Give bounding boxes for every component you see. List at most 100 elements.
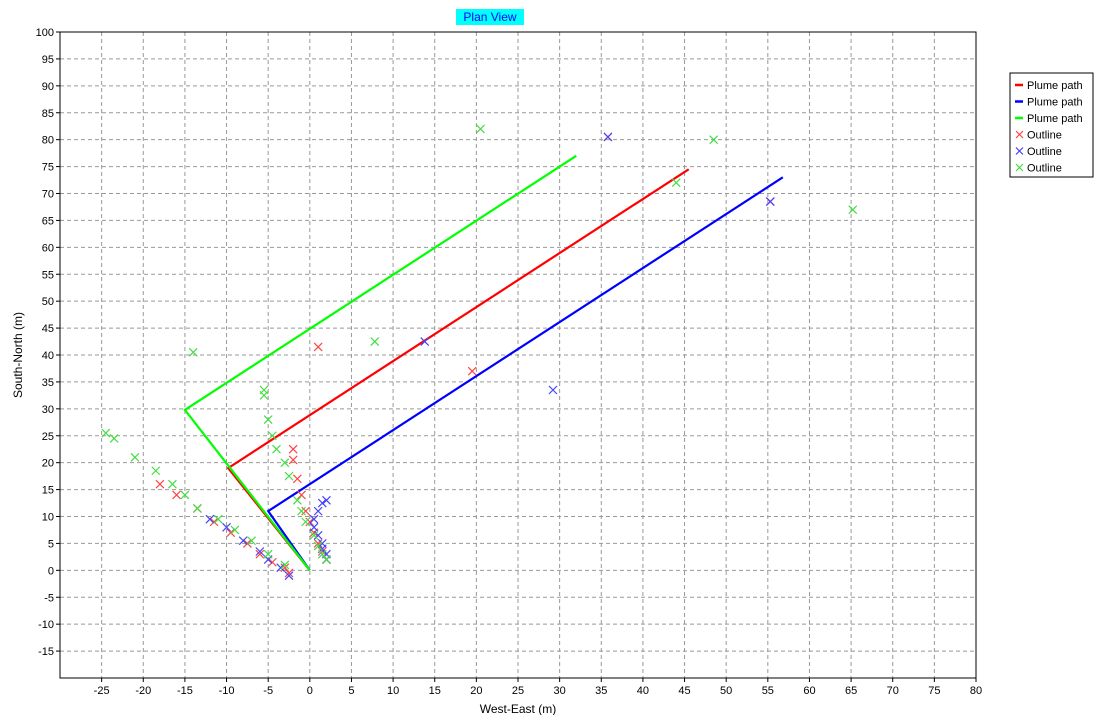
x-axis-label: West-East (m)	[480, 702, 556, 715]
y-tick-label: 5	[48, 538, 54, 550]
outline-marker	[671, 178, 681, 188]
outline-marker	[313, 530, 323, 540]
grid-lines	[60, 32, 976, 678]
y-tick-label: -5	[44, 592, 54, 604]
legend-marker-swatch	[1015, 163, 1024, 172]
x-tick-label: 35	[595, 685, 607, 697]
x-tick-label: 25	[512, 685, 524, 697]
x-tick-label: -25	[94, 685, 110, 697]
y-tick-label: 0	[48, 565, 54, 577]
legend-label: Outline	[1027, 130, 1062, 142]
outline-series-4	[155, 132, 775, 578]
y-tick-label: 65	[42, 215, 54, 227]
outline-marker	[222, 522, 231, 532]
x-tick-label: 15	[429, 685, 441, 697]
plume-path-line-2	[266, 176, 784, 571]
chart-title: Plan View	[456, 9, 524, 25]
outline-marker	[242, 538, 252, 548]
outline-marker	[317, 547, 327, 556]
legend-label: Plume path	[1027, 80, 1083, 92]
legend-label: Outline	[1027, 146, 1062, 158]
outline-marker	[313, 506, 323, 516]
outline-marker	[370, 337, 380, 346]
x-tick-label: -15	[177, 685, 193, 697]
outline-marker	[292, 495, 302, 505]
y-tick-label: 70	[42, 189, 54, 201]
outline-marker	[280, 563, 290, 573]
x-axis-ticks: -25 -20 -15 -10 -5 0 5 10 15 20 25 30 35 40 45 50 55 60 65…	[94, 678, 982, 697]
x-tick-label: -10	[219, 685, 235, 697]
x-tick-label: -5	[263, 685, 273, 697]
outline-marker	[313, 541, 323, 551]
y-axis-ticks: -15 -10 -5 0 5 10 15 20 25 30 35 40 45 50 55 60 65 70 75 80…	[36, 27, 60, 658]
outline-marker	[247, 536, 256, 546]
x-tick-label: 75	[928, 685, 940, 697]
outline-marker	[309, 530, 319, 540]
outline-marker	[317, 498, 327, 508]
y-tick-label: 35	[42, 377, 54, 389]
x-tick-label: 70	[887, 685, 899, 697]
outline-marker	[226, 528, 236, 538]
outline-marker	[255, 547, 265, 556]
outline-marker	[188, 347, 198, 357]
outline-marker	[322, 495, 331, 505]
outline-marker	[420, 337, 430, 346]
y-tick-label: 100	[36, 27, 54, 39]
outline-marker	[548, 385, 558, 395]
y-tick-label: 95	[42, 54, 54, 66]
outline-marker	[301, 517, 311, 527]
legend-label: Outline	[1027, 163, 1062, 175]
x-tick-label: -20	[135, 685, 151, 697]
y-tick-label: 40	[42, 350, 54, 362]
outline-marker	[192, 504, 202, 513]
x-tick-label: 80	[970, 685, 982, 697]
outline-marker	[101, 428, 111, 438]
outline-marker	[172, 490, 182, 500]
y-tick-label: 90	[42, 81, 54, 93]
x-tick-label: 20	[470, 685, 482, 697]
outline-marker	[205, 514, 215, 524]
outline-marker	[603, 132, 613, 142]
y-tick-label: 85	[42, 108, 54, 120]
y-tick-label: 15	[42, 485, 54, 497]
outline-marker	[467, 366, 477, 376]
outline-series-5	[205, 132, 775, 581]
plume-path-line-3	[183, 154, 577, 571]
y-tick-label: 55	[42, 269, 54, 281]
outline-marker	[284, 471, 294, 481]
outline-marker	[305, 517, 315, 527]
outline-marker	[155, 479, 165, 489]
outline-marker	[151, 466, 161, 476]
outline-marker	[238, 536, 248, 546]
outline-marker	[276, 563, 286, 573]
outline-marker	[255, 549, 265, 559]
outline-marker	[167, 479, 177, 489]
outline-marker	[476, 124, 485, 134]
outline-marker	[109, 434, 119, 443]
outline-marker	[263, 415, 273, 425]
title-background	[456, 9, 524, 25]
outline-marker	[288, 444, 298, 454]
outline-marker	[213, 514, 223, 524]
outline-marker	[130, 452, 140, 462]
x-tick-label: 10	[387, 685, 399, 697]
x-tick-label: 65	[845, 685, 857, 697]
outline-marker	[309, 514, 319, 524]
outline-marker	[292, 474, 302, 484]
outline-marker	[180, 490, 190, 500]
outline-marker	[301, 506, 311, 516]
x-tick-label: 0	[307, 685, 313, 697]
outline-marker	[313, 538, 323, 548]
series-layer	[101, 124, 858, 581]
legend-label: Plume path	[1027, 97, 1083, 109]
legend-marker-swatch	[1015, 147, 1024, 155]
outline-marker	[284, 568, 294, 578]
y-tick-label: 30	[42, 404, 54, 416]
outline-marker	[297, 490, 306, 500]
outline-marker	[288, 455, 298, 465]
x-tick-label: 50	[720, 685, 732, 697]
y-tick-label: 50	[42, 296, 54, 308]
outline-marker	[272, 444, 281, 454]
y-tick-label: 20	[42, 458, 54, 470]
